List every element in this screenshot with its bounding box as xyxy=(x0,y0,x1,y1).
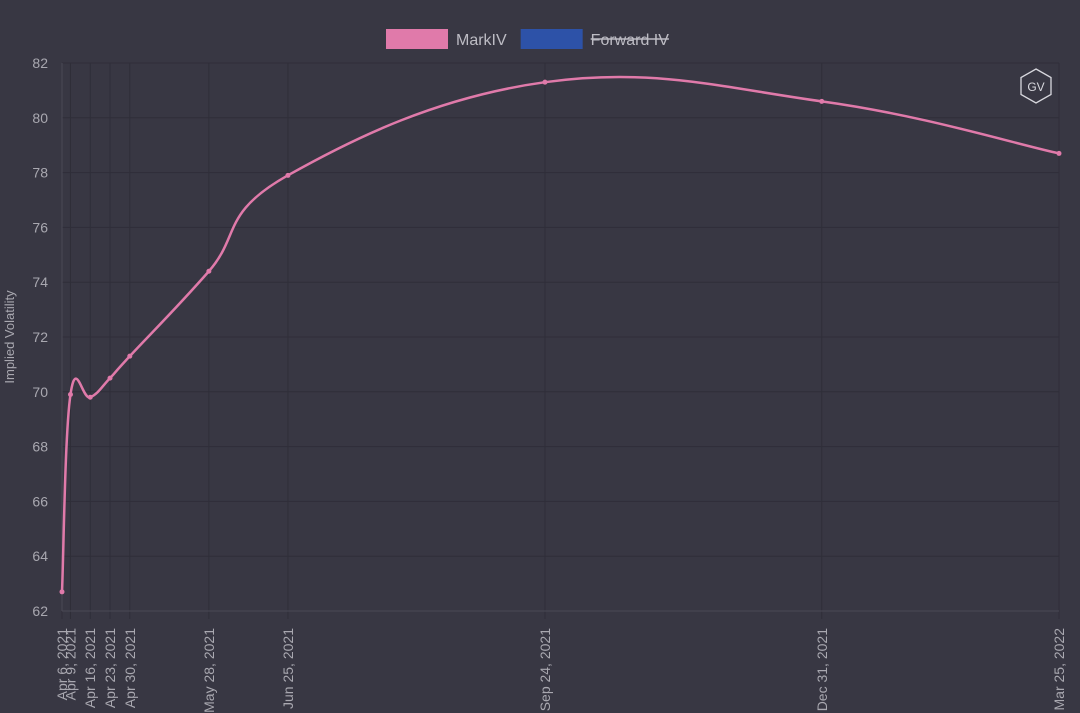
legend-label: Forward IV xyxy=(591,32,670,49)
legend-swatch xyxy=(520,29,583,49)
line xyxy=(60,75,1060,592)
legend: MarkIV Forward IV xyxy=(386,29,669,49)
y-tick-label: 66 xyxy=(32,493,48,509)
point xyxy=(285,172,291,178)
point xyxy=(127,353,133,359)
x-tick-label: Jun 25, 2021 xyxy=(280,628,296,709)
logo: GV xyxy=(1020,68,1052,104)
point xyxy=(1056,150,1062,156)
y-tick-label: 72 xyxy=(32,329,48,345)
point xyxy=(206,268,212,274)
y-axis-label: Implied Volatility xyxy=(2,290,17,384)
y-tick-label: 78 xyxy=(32,165,48,181)
point xyxy=(542,79,548,85)
legend-label: MarkIV xyxy=(456,32,507,49)
x-tick-label: Mar 25, 2022 xyxy=(1051,628,1067,711)
y-tick-label: 62 xyxy=(32,603,48,619)
logo-text: GV xyxy=(1027,80,1044,94)
x-tick-label: Apr 16, 2021 xyxy=(82,628,98,708)
point xyxy=(107,375,113,381)
x-tick-label: May 28, 2021 xyxy=(201,628,217,713)
y-tick-label: 82 xyxy=(32,55,48,71)
point xyxy=(87,394,93,400)
point xyxy=(67,392,73,398)
y-tick-label: 80 xyxy=(32,110,48,126)
x-tick-label: Apr 30, 2021 xyxy=(122,628,138,708)
point xyxy=(59,589,65,595)
y-tick-label: 70 xyxy=(32,384,48,400)
x-tick-label: Sep 24, 2021 xyxy=(537,628,553,712)
x-tick-label: Apr 23, 2021 xyxy=(102,628,118,708)
point xyxy=(819,98,825,104)
y-tick-label: 64 xyxy=(32,548,48,564)
legend-swatch xyxy=(386,29,448,49)
x-tick-label: Apr 9, 2021 xyxy=(62,628,78,701)
y-tick-label: 68 xyxy=(32,439,48,455)
x-tick-label: Apr 6, 2021 xyxy=(54,628,70,701)
x-tick-label: Dec 31, 2021 xyxy=(814,628,830,711)
y-tick-label: 74 xyxy=(32,274,48,290)
y-tick-label: 76 xyxy=(32,219,48,235)
logo-hexagon xyxy=(1020,68,1052,104)
